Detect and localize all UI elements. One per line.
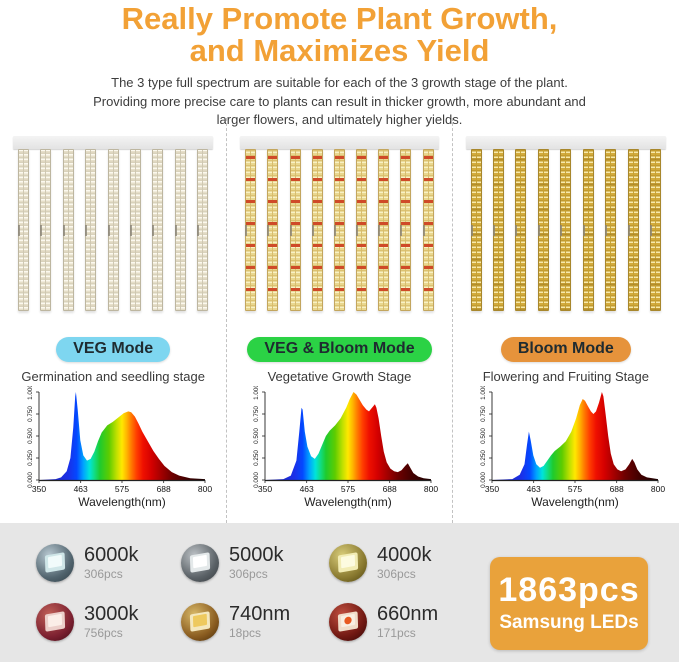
led-wavelength-label: 660nm [377,603,439,625]
led-chip-cool-white-icon [36,544,74,582]
bloom-mode-badge: Bloom Mode [500,337,631,362]
svg-text:0.500: 0.500 [253,428,260,444]
led-spec-6000k: 6000k 306pcs [36,544,181,582]
svg-text:800: 800 [424,484,438,494]
page-title-line1: Really Promote Plant Growth, [121,1,558,36]
veg-spectrum-chart: 350 463 575 688 800 0.000 0.250 0.500 0.750 1.000… [0,386,226,512]
page-title-line2: and Maximizes Yield [189,33,490,69]
led-wavelength-label: 740nm [229,603,291,625]
led-count: 756pcs [84,626,123,640]
led-chip-deep-red-icon [329,603,367,641]
svg-text:0.000: 0.000 [27,472,34,488]
led-temp-label: 3000k [84,603,139,625]
svg-text:463: 463 [300,484,314,494]
led-spec-740nm: 740nm 18pcs [181,603,329,641]
svg-text:575: 575 [341,484,355,494]
led-chip-grid: 6000k 306pcs 5000k 306pcs 4000k 306pcs [36,544,474,641]
led-temp-label: 6000k [84,544,139,566]
panel-frame [13,136,214,149]
svg-text:350: 350 [485,484,499,494]
svg-text:0.250: 0.250 [253,450,260,466]
column-veg-mode: VEG Mode Germination and seedling stage … [0,118,226,523]
led-chip-far-red-icon [181,603,219,641]
mode-columns: VEG Mode Germination and seedling stage … [0,118,679,523]
led-count: 306pcs [84,567,123,581]
led-spec-strip: 6000k 306pcs 5000k 306pcs 4000k 306pcs [0,523,679,662]
led-chip-warm-red-icon [36,603,74,641]
panel-bars [466,149,666,311]
led-spec-4000k: 4000k 306pcs [329,544,474,582]
svg-text:0.250: 0.250 [480,450,487,466]
veg-bloom-spectrum-chart: 350 463 575 688 800 0.000 0.250 0.500 0.750 1.000… [227,386,451,512]
svg-text:575: 575 [115,484,129,494]
led-temp-label: 4000k [377,544,432,566]
svg-text:Wavelength(nm): Wavelength(nm) [531,495,619,509]
led-count: 18pcs [229,626,262,640]
svg-text:463: 463 [74,484,88,494]
svg-text:688: 688 [609,484,623,494]
svg-text:1.000: 1.000 [27,386,34,400]
svg-text:0.500: 0.500 [27,428,34,444]
subtitle-line1: The 3 type full spectrum are suitable fo… [111,75,568,91]
led-panel-warm-gold-bars-icon [465,136,666,311]
led-chip-neutral-white-icon [329,544,367,582]
led-spec-3000k: 3000k 756pcs [36,603,181,641]
veg-bloom-stage-caption: Vegetative Growth Stage [267,369,412,384]
total-led-count: 1863pcs [498,571,640,609]
svg-text:1.000: 1.000 [253,386,260,400]
led-count: 306pcs [229,567,268,581]
bloom-spectrum-chart: 350 463 575 688 800 0.000 0.250 0.500 0.750 1.000… [453,386,679,512]
svg-text:0.250: 0.250 [27,450,34,466]
page-title: Really Promote Plant Growth, and Maximiz… [0,1,679,69]
svg-text:800: 800 [198,484,212,494]
svg-text:350: 350 [32,484,46,494]
column-veg-bloom-mode: VEG & Bloom Mode Vegetative Growth Stage… [226,118,453,523]
svg-text:Wavelength(nm): Wavelength(nm) [78,495,166,509]
led-spec-660nm: 660nm 171pcs [329,603,474,641]
svg-text:0.000: 0.000 [253,472,260,488]
led-panel-cool-white-bars-icon [13,136,214,311]
panel-frame [240,136,439,149]
led-spec-5000k: 5000k 306pcs [181,544,329,582]
veg-stage-caption: Germination and seedling stage [21,369,205,384]
svg-text:463: 463 [526,484,540,494]
veg-bloom-mode-badge: VEG & Bloom Mode [247,337,432,362]
page-subtitle: The 3 type full spectrum are suitable fo… [0,74,679,129]
svg-text:0.500: 0.500 [480,428,487,444]
veg-mode-badge: VEG Mode [56,337,171,362]
panel-bars [13,149,213,311]
total-leds-badge: 1863pcs Samsung LEDs [490,557,648,650]
header: Really Promote Plant Growth, and Maximiz… [0,0,679,127]
svg-text:0.750: 0.750 [480,406,487,422]
led-panel-mixed-red-bars-icon [240,136,439,311]
led-chip-white-icon [181,544,219,582]
led-count: 306pcs [377,567,416,581]
svg-text:688: 688 [157,484,171,494]
svg-text:350: 350 [258,484,272,494]
panel-frame [465,136,666,149]
subtitle-line2: Providing more precise care to plants ca… [93,93,586,109]
panel-bars [240,149,438,311]
svg-text:800: 800 [651,484,665,494]
bloom-stage-caption: Flowering and Fruiting Stage [482,369,649,384]
svg-text:1.000: 1.000 [480,386,487,400]
svg-text:Wavelength(nm): Wavelength(nm) [305,495,393,509]
svg-text:0.750: 0.750 [27,406,34,422]
svg-text:0.000: 0.000 [480,472,487,488]
svg-text:0.750: 0.750 [253,406,260,422]
led-brand-label: Samsung LEDs [499,612,639,633]
led-count: 171pcs [377,626,416,640]
svg-text:575: 575 [568,484,582,494]
column-bloom-mode: Bloom Mode Flowering and Fruiting Stage … [453,118,679,523]
led-temp-label: 5000k [229,544,284,566]
svg-text:688: 688 [383,484,397,494]
subtitle-line3: larger flowers, and ultimately higher yi… [216,112,463,128]
